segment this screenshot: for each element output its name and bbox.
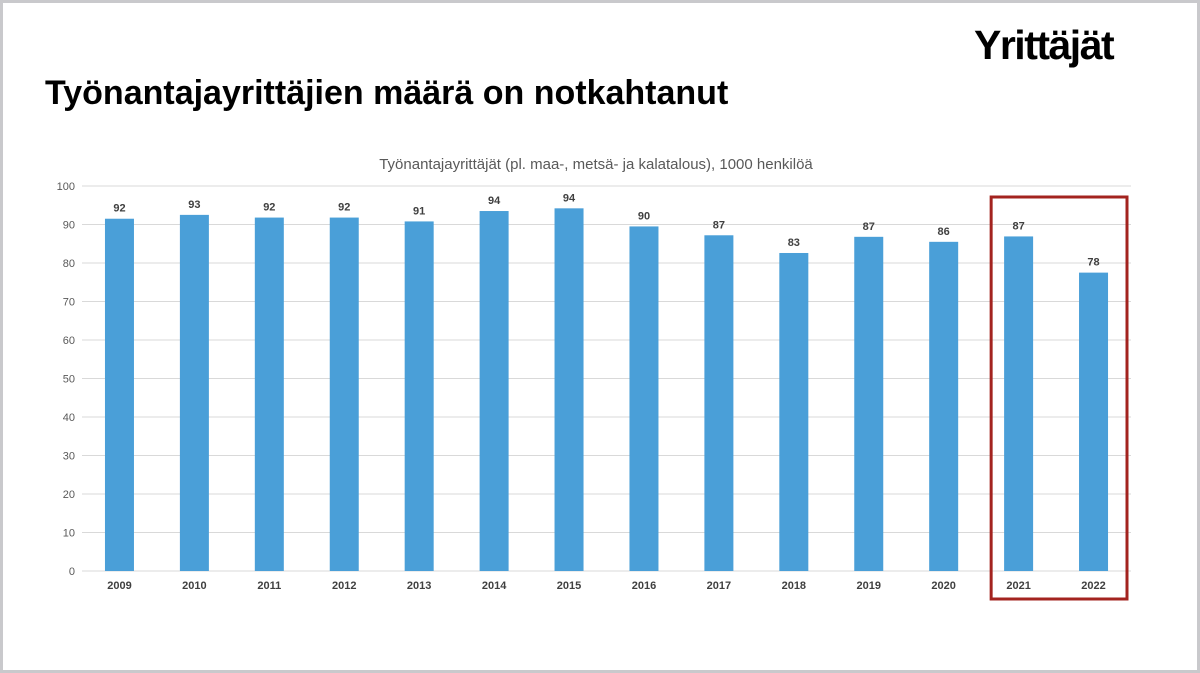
bar-2013	[404, 221, 434, 572]
y-axis-ticks: 0 10 20 30 40 50 60 70 80 90 100	[57, 181, 75, 578]
category-label-2010: 2010	[182, 580, 206, 592]
category-label-2015: 2015	[557, 580, 581, 592]
data-label-2009: 92	[113, 203, 125, 215]
bar-2021	[1004, 236, 1034, 571]
category-label-2012: 2012	[332, 580, 356, 592]
data-label-2020: 86	[938, 226, 950, 238]
bar-2018	[779, 252, 809, 572]
bar-chart: Työnantajayrittäjät (pl. maa-, metsä- ja…	[57, 156, 1131, 601]
category-label-2013: 2013	[407, 580, 431, 592]
yrittajat-logo: Yrittäjät	[974, 22, 1115, 68]
bars	[104, 208, 1109, 572]
bar-2015	[554, 208, 584, 571]
data-label-2021: 87	[1012, 220, 1024, 232]
bar-2016	[629, 226, 659, 572]
slide-title: Työnantajayrittäjien määrä on notkahtanu…	[45, 74, 729, 112]
highlight-box-2021-2022	[989, 195, 1129, 601]
y-tick-label: 100	[57, 181, 75, 193]
y-tick-label: 60	[63, 335, 75, 347]
data-label-2012: 92	[338, 202, 350, 214]
category-label-2017: 2017	[707, 580, 731, 592]
category-label-2014: 2014	[482, 580, 507, 592]
y-tick-label: 70	[63, 297, 75, 309]
bar-2009	[104, 218, 134, 571]
data-label-2014: 94	[488, 195, 501, 207]
category-label-2019: 2019	[857, 580, 881, 592]
data-label-2019: 87	[863, 221, 875, 233]
bar-2019	[854, 236, 884, 571]
gridlines	[82, 185, 1131, 572]
data-label-2022: 78	[1087, 257, 1099, 269]
bar-2014	[479, 211, 509, 571]
bar-2017	[704, 235, 734, 571]
chart-title: Työnantajayrittäjät (pl. maa-, metsä- ja…	[379, 156, 813, 173]
y-tick-label: 40	[63, 412, 75, 424]
bar-2022	[1079, 272, 1109, 571]
category-label-2011: 2011	[257, 580, 281, 592]
data-label-2016: 90	[638, 210, 650, 222]
data-label-2015: 94	[563, 192, 576, 204]
bar-2011	[254, 217, 284, 571]
bar-2010	[179, 214, 209, 571]
bar-2020	[929, 241, 959, 571]
y-tick-label: 30	[63, 451, 75, 463]
y-tick-label: 0	[69, 566, 75, 578]
category-label-2020: 2020	[931, 580, 955, 592]
data-label-2011: 92	[263, 202, 275, 214]
data-label-2018: 83	[788, 237, 800, 249]
y-tick-label: 80	[63, 258, 75, 270]
category-label-2018: 2018	[782, 580, 806, 592]
y-tick-label: 20	[63, 489, 75, 501]
data-labels: 92 93 92 92 91 94 94 90 87 83 87 86 87 78	[113, 192, 1099, 268]
y-tick-label: 50	[63, 374, 75, 386]
data-label-2010: 93	[188, 199, 200, 211]
category-label-2022: 2022	[1081, 580, 1105, 592]
category-label-2009: 2009	[107, 580, 131, 592]
x-axis-categories: 2009 2010 2011 2012 2013 2014 2015 2016 2017 2018…	[107, 580, 1106, 592]
slide: Yrittäjät Työnantajayrittäjien määrä on …	[3, 3, 1197, 670]
category-label-2016: 2016	[632, 580, 656, 592]
data-label-2013: 91	[413, 205, 425, 217]
category-label-2021: 2021	[1006, 580, 1030, 592]
bar-2012	[329, 217, 359, 571]
y-tick-label: 10	[63, 528, 75, 540]
y-tick-label: 90	[63, 220, 75, 232]
data-label-2017: 87	[713, 219, 725, 231]
